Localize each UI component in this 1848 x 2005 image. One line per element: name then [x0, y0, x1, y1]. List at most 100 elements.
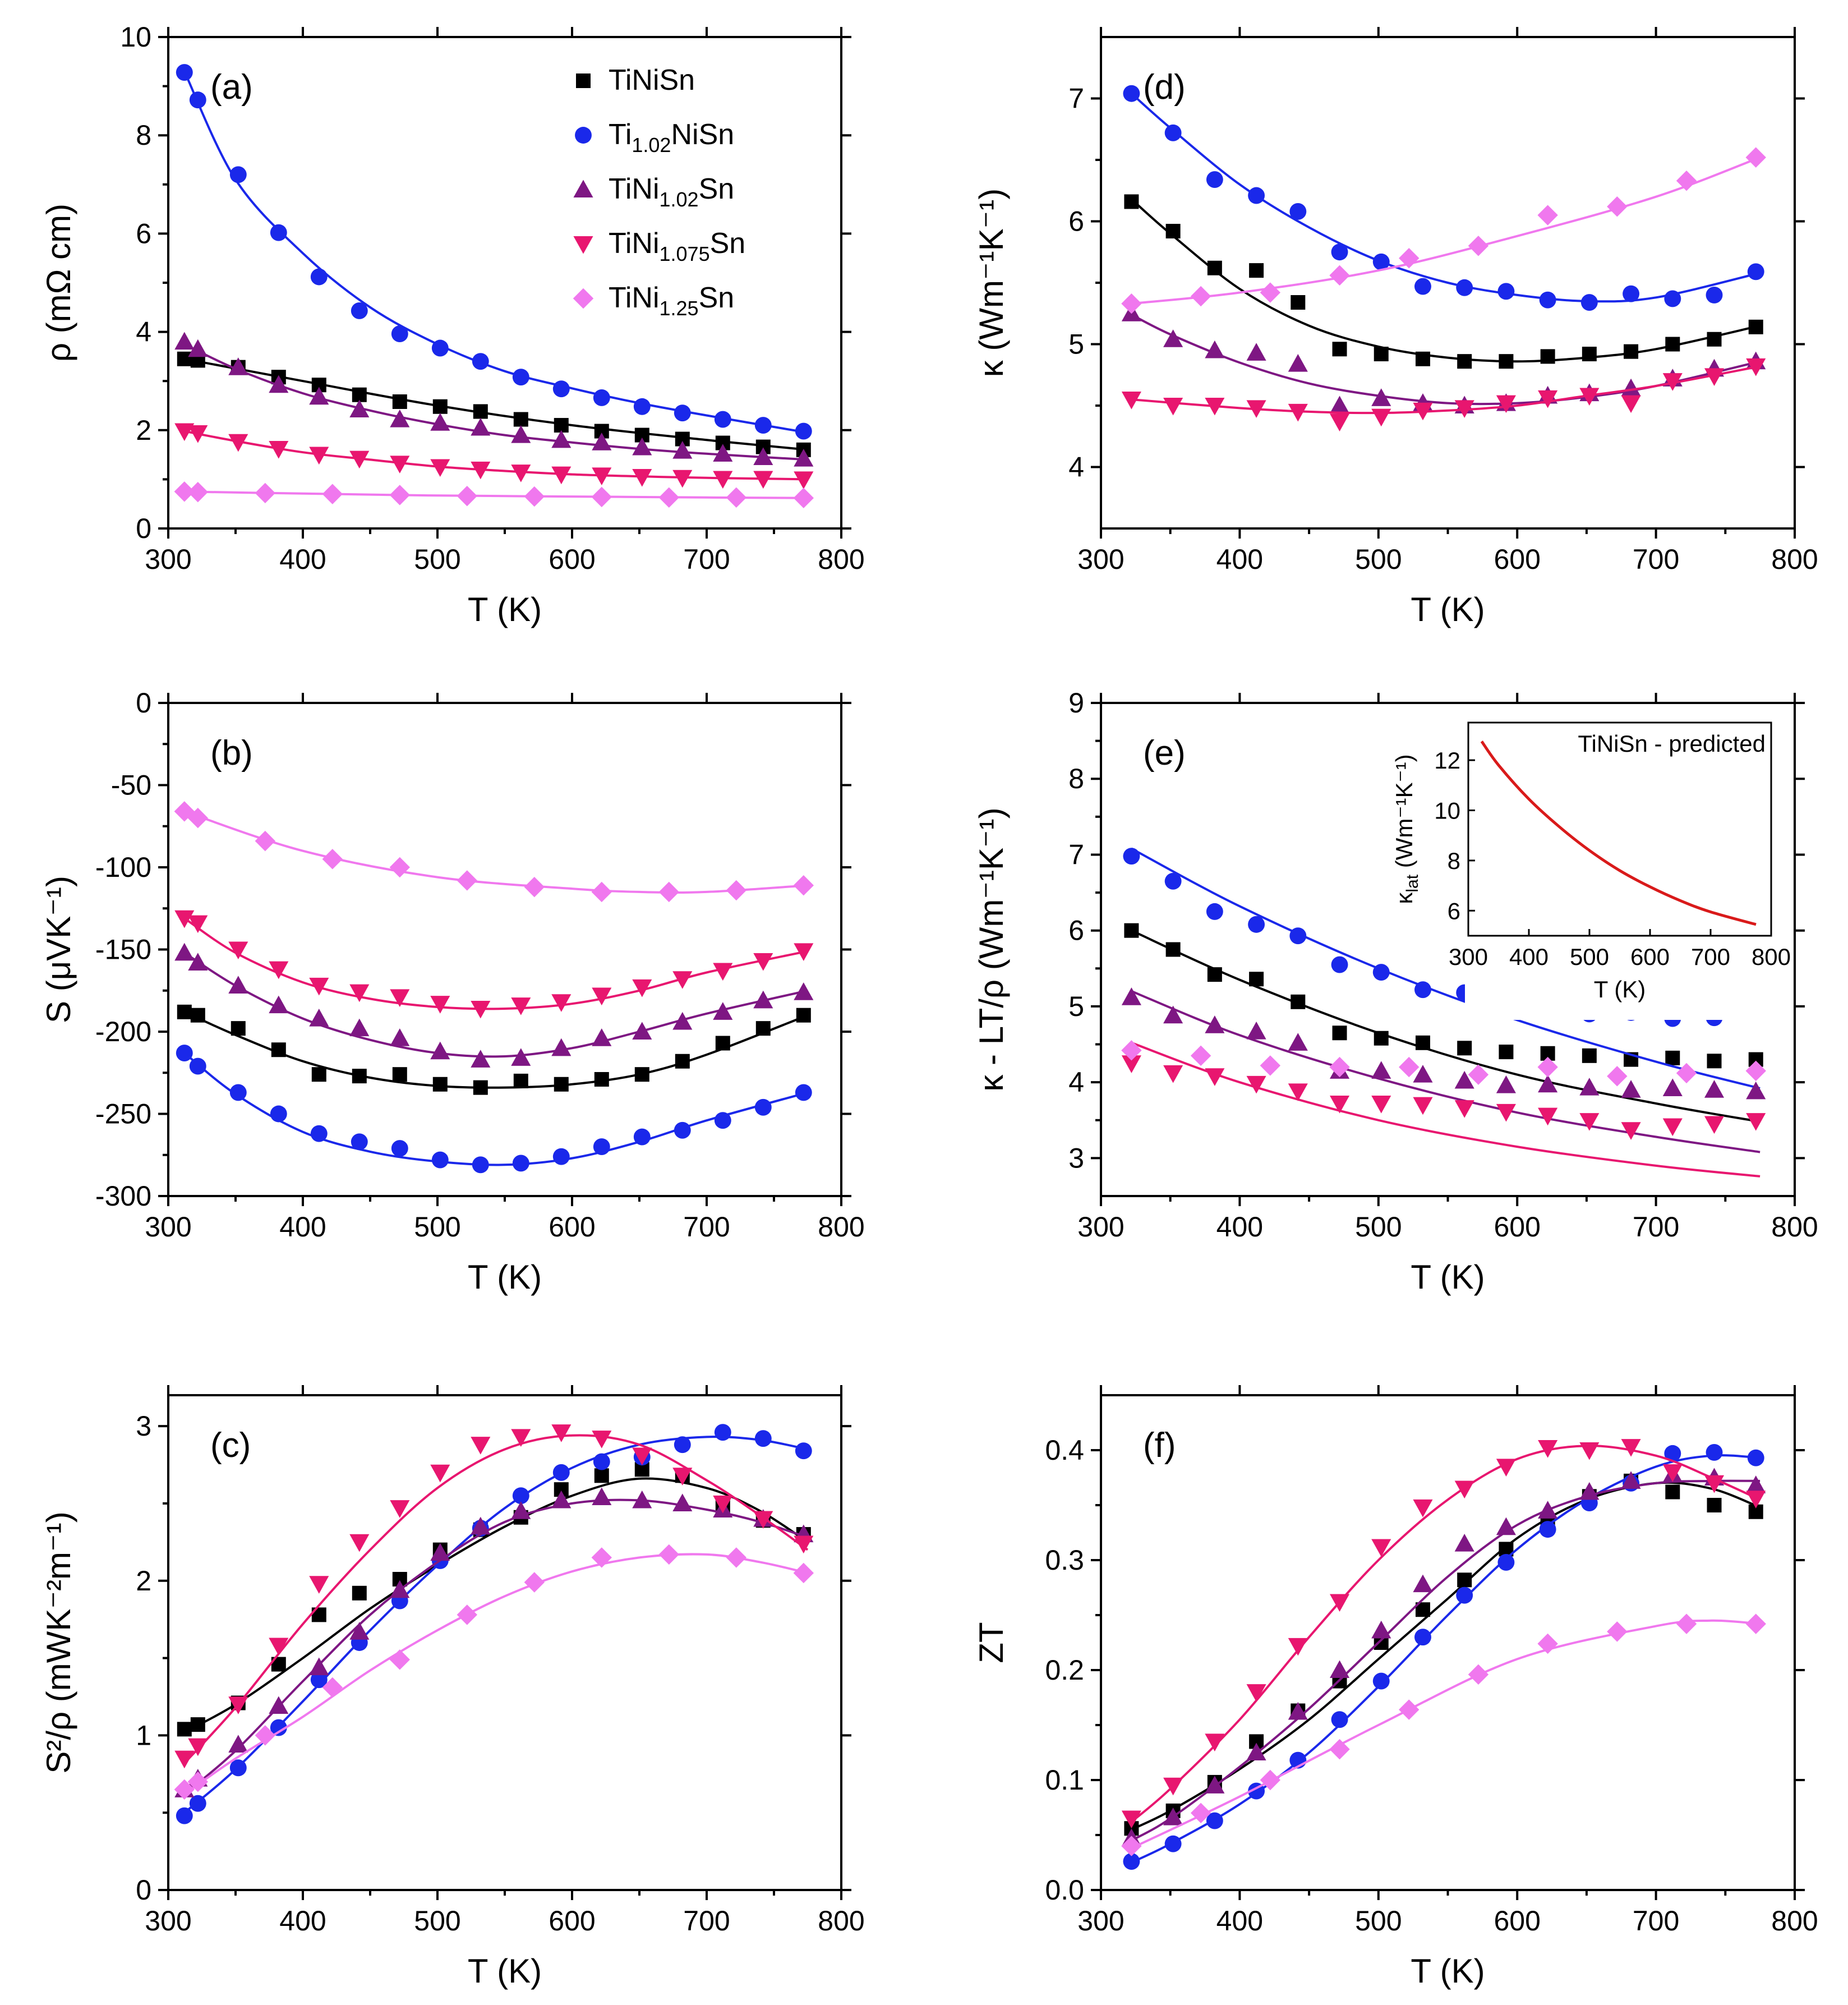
data-point	[188, 339, 208, 357]
series-magenta	[1121, 1041, 1766, 1178]
data-point	[1539, 1521, 1556, 1538]
data-point	[795, 1084, 812, 1101]
data-point	[1662, 1118, 1683, 1137]
data-point	[593, 1138, 610, 1156]
data-point	[1124, 194, 1139, 209]
panel-label: (f)	[1143, 1426, 1176, 1465]
data-point	[1372, 964, 1390, 981]
data-point	[432, 399, 448, 414]
inset-frame	[1467, 721, 1772, 937]
data-point	[1371, 1061, 1391, 1079]
data-point	[309, 447, 329, 465]
x-axis-title: T (K)	[1411, 1952, 1485, 1990]
data-point	[632, 437, 652, 456]
data-point	[390, 1580, 410, 1598]
y-tick-label: 9	[1068, 687, 1084, 719]
data-point	[1704, 1116, 1725, 1134]
data-point	[269, 1638, 289, 1656]
data-point	[392, 394, 407, 409]
data-point	[1399, 248, 1420, 269]
data-point	[351, 302, 368, 319]
data-point	[188, 425, 208, 443]
data-point	[1190, 1802, 1211, 1823]
data-point	[1745, 1613, 1766, 1634]
fit-line	[184, 810, 808, 894]
legend-text: TiNi	[609, 227, 660, 260]
data-point	[672, 1468, 693, 1486]
data-point	[255, 482, 275, 504]
data-point	[174, 1779, 195, 1800]
data-point	[794, 943, 814, 961]
inset-y-tick-label: 10	[1434, 797, 1460, 824]
x-axis-title: T (K)	[1411, 1258, 1485, 1296]
data-point	[1371, 388, 1391, 406]
legend-entry: TiNi1.02Sn	[609, 173, 734, 211]
data-point	[430, 1464, 450, 1483]
data-point	[1537, 1633, 1558, 1654]
data-point	[672, 971, 693, 989]
y-tick-label: 0.1	[1045, 1764, 1084, 1796]
fit-line	[183, 1477, 809, 1733]
fit-line	[1131, 1454, 1761, 1864]
fit-line	[1131, 1445, 1761, 1823]
panel-label: (d)	[1143, 68, 1186, 107]
data-point	[1371, 1539, 1391, 1557]
data-point	[1246, 1684, 1266, 1702]
data-point	[1607, 1066, 1628, 1087]
data-point	[551, 1424, 572, 1442]
x-tick-label: 500	[1355, 1905, 1402, 1937]
y-tick-label: -200	[95, 1016, 151, 1047]
inset-y-tick-label: 12	[1434, 747, 1460, 774]
data-point	[755, 1021, 771, 1036]
data-point	[457, 1604, 477, 1625]
data-point	[1248, 916, 1265, 933]
data-point	[228, 1735, 248, 1753]
data-point	[1246, 1021, 1266, 1040]
legend-text: TiNiSn	[609, 64, 695, 96]
data-point	[794, 471, 814, 489]
data-point	[430, 1041, 450, 1060]
data-point	[511, 465, 531, 482]
data-point	[1121, 1836, 1142, 1856]
data-point	[174, 481, 195, 502]
data-point	[1207, 967, 1222, 982]
data-point	[551, 1038, 572, 1056]
data-point	[1538, 1440, 1558, 1458]
y-tick-label: 10	[120, 21, 151, 53]
data-point	[634, 1067, 649, 1082]
data-point	[793, 1562, 814, 1584]
series-purple	[1121, 303, 1766, 414]
data-point	[1676, 1063, 1697, 1084]
series-magenta	[1121, 1439, 1766, 1829]
data-point	[1468, 236, 1489, 256]
data-point	[1332, 342, 1347, 357]
data-point	[352, 387, 367, 402]
data-point	[726, 880, 746, 901]
data-point	[270, 224, 287, 241]
data-point	[190, 1717, 205, 1732]
panel-d: 300 400 500 600 700 800 4 5 6 7 T (K) κ (Wm⁻¹K⁻¹) (d…	[973, 27, 1818, 628]
data-point	[176, 1807, 193, 1824]
y-tick-label: 0	[136, 1874, 151, 1906]
data-point	[1399, 1699, 1420, 1720]
data-point	[1413, 1499, 1433, 1517]
data-point	[1415, 1035, 1430, 1050]
data-point	[1468, 1664, 1489, 1685]
data-point	[270, 1105, 287, 1123]
data-point	[1580, 294, 1598, 311]
data-point	[1163, 397, 1183, 416]
data-point	[1371, 408, 1391, 427]
data-point	[322, 484, 343, 504]
data-point	[1414, 981, 1431, 999]
legend: TiNiSnTi1.02NiSnTiNi1.02SnTiNi1.075SnTiN…	[573, 64, 745, 320]
data-point	[187, 1771, 208, 1792]
legend-entry: TiNi1.075Sn	[609, 227, 745, 265]
data-point	[1747, 1449, 1764, 1466]
series-purple	[174, 1487, 814, 1797]
panel-label: (b)	[210, 734, 253, 772]
data-point	[1413, 1097, 1433, 1115]
data-point	[228, 1696, 248, 1714]
x-tick-label: 700	[1633, 544, 1679, 575]
data-point	[1413, 1065, 1433, 1083]
data-point	[1468, 1064, 1489, 1085]
